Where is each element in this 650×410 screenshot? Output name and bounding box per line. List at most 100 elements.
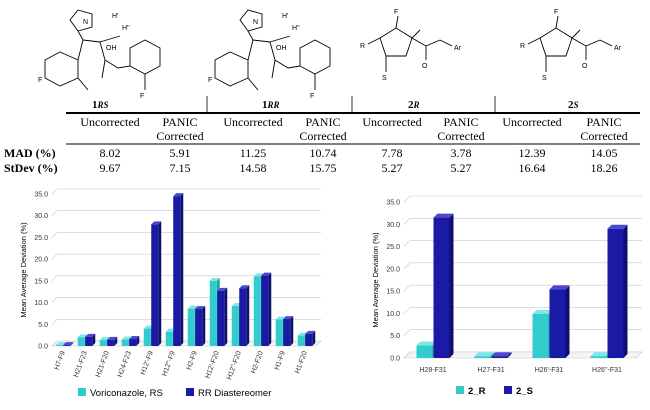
y-tick-label: 35.0: [386, 200, 400, 207]
y-tick-label: 15.0: [386, 289, 400, 296]
table-column-header: PANIC: [163, 115, 198, 129]
table-column-header: Uncorrected: [223, 115, 282, 129]
table-cell: 7.78: [382, 146, 403, 160]
gridline-diagonal: [51, 188, 58, 195]
structure-2-s: [527, 15, 613, 72]
y-tick-label: 20.0: [34, 257, 48, 264]
gridline-diagonal: [403, 218, 411, 225]
gridline-diagonal: [403, 307, 411, 314]
table-column-header: Uncorrected: [362, 115, 421, 129]
x-tick-label: H12''-F9: [161, 350, 177, 377]
atom-s: S: [382, 75, 387, 82]
atom-f: F: [554, 9, 558, 16]
compound-label-1-rr: 1RR: [262, 99, 280, 111]
legend-swatch: [186, 388, 194, 396]
y-tick-label: 25.0: [386, 244, 400, 251]
gridline-diagonal: [403, 195, 411, 203]
atom-f: F: [38, 77, 42, 84]
x-tick-label: H28-F31: [419, 367, 446, 374]
table-cell: 5.27: [382, 161, 403, 175]
table-cell: 5.91: [170, 146, 191, 160]
y-axis-title: Mean Average Deviation (%): [19, 222, 28, 318]
x-tick-label: H26''-F31: [592, 367, 622, 374]
y-tick-label: 10.0: [386, 311, 400, 318]
gridline-diagonal: [51, 297, 58, 303]
bar: [283, 316, 294, 346]
table-row-label: StDev (%): [4, 161, 58, 175]
bar: [173, 193, 184, 346]
atom-h-prime: H': [112, 13, 118, 20]
x-tick-label: H24-F23: [117, 350, 133, 378]
table-cell: 16.64: [519, 161, 546, 175]
table-cell: 10.74: [310, 146, 337, 160]
table-cell: 9.67: [100, 161, 121, 175]
x-tick-label: H12'-F20: [205, 350, 221, 379]
bar: [433, 213, 454, 358]
y-tick-label: 10.0: [34, 300, 48, 307]
structure-2-r: [367, 15, 453, 72]
atom-f: F: [208, 77, 212, 84]
table-column-header-line2: Corrected: [437, 129, 484, 143]
atom-f: F: [394, 9, 398, 16]
structure-1-rs: [44, 9, 161, 91]
atom-h-double-prime: H'': [292, 25, 300, 32]
table-cell: 5.27: [451, 161, 472, 175]
bar: [491, 352, 512, 358]
y-tick-label: 0.0: [38, 344, 48, 351]
bar: [261, 272, 272, 346]
bar: [607, 224, 628, 358]
legend-swatch: [504, 386, 512, 394]
y-tick-label: 0.0: [390, 356, 400, 363]
x-tick-label: H26'-F31: [535, 367, 564, 374]
table-column-header-line2: Corrected: [156, 129, 203, 143]
atom-f: F: [140, 93, 144, 100]
legend-label: 2_R: [468, 386, 486, 397]
atom-h-prime: H': [282, 13, 288, 20]
legend-label: Voriconazole, RS: [90, 388, 163, 399]
table-cell: 8.02: [100, 146, 121, 160]
atom-ar: Ar: [454, 45, 462, 52]
y-axis-title: Mean Average Deviation (%): [371, 232, 380, 328]
gridline-diagonal: [51, 210, 58, 216]
gridline-diagonal: [403, 240, 411, 247]
voriconazole-deviation-chart: 0.0 5.0 10.0 15.0 20.0 25.0 30.0 35.0 Mean Avera…: [19, 188, 322, 399]
bar: [151, 221, 162, 346]
y-tick-label: 5.0: [390, 333, 400, 340]
y-tick-label: 25.0: [34, 235, 48, 242]
table-cell: 7.15: [170, 161, 191, 175]
compound-label-1-rs: 1RS: [92, 99, 109, 111]
y-tick-label: 30.0: [34, 213, 48, 220]
bar: [85, 333, 96, 346]
bar: [239, 285, 250, 346]
table-cell: 11.25: [240, 146, 267, 160]
atom-oh: OH: [276, 45, 287, 52]
bar: [107, 336, 118, 346]
x-tick-label: H1-F9: [274, 350, 287, 371]
bar: [195, 306, 206, 346]
atom-h-double-prime: H'': [122, 25, 130, 32]
legend-label: RR Diastereomer: [198, 388, 271, 399]
gridline-diagonal: [51, 253, 58, 260]
x-tick-label: H12''-F20: [226, 350, 243, 381]
table-column-header: PANIC: [444, 115, 479, 129]
table-column-header: Uncorrected: [502, 115, 561, 129]
chemical-structures: N OH F H' H'' F N OH F H' H'' F F R S O …: [38, 9, 622, 112]
table-column-header-line2: Corrected: [299, 129, 346, 143]
structure-1-rr: [214, 9, 331, 91]
x-tick-label: H27-F31: [477, 367, 504, 374]
table-column-header-line2: Corrected: [580, 129, 627, 143]
x-tick-label: H2-F9: [186, 350, 199, 371]
table-column-header: PANIC: [587, 115, 622, 129]
table-column-header: PANIC: [306, 115, 341, 129]
atom-o: O: [422, 63, 428, 70]
atom-s: S: [542, 75, 547, 82]
y-tick-label: 5.0: [38, 322, 48, 329]
bar: [217, 287, 228, 346]
compound-2-deviation-chart: 0.0 5.0 10.0 15.0 20.0 25.0 30.0 35.0 Mean Avera…: [371, 195, 643, 397]
x-tick-label: H21-F20: [95, 350, 111, 378]
legend-swatch: [456, 386, 464, 394]
bar: [549, 285, 570, 358]
bar: [305, 330, 316, 346]
table-cell: 18.26: [591, 161, 618, 175]
